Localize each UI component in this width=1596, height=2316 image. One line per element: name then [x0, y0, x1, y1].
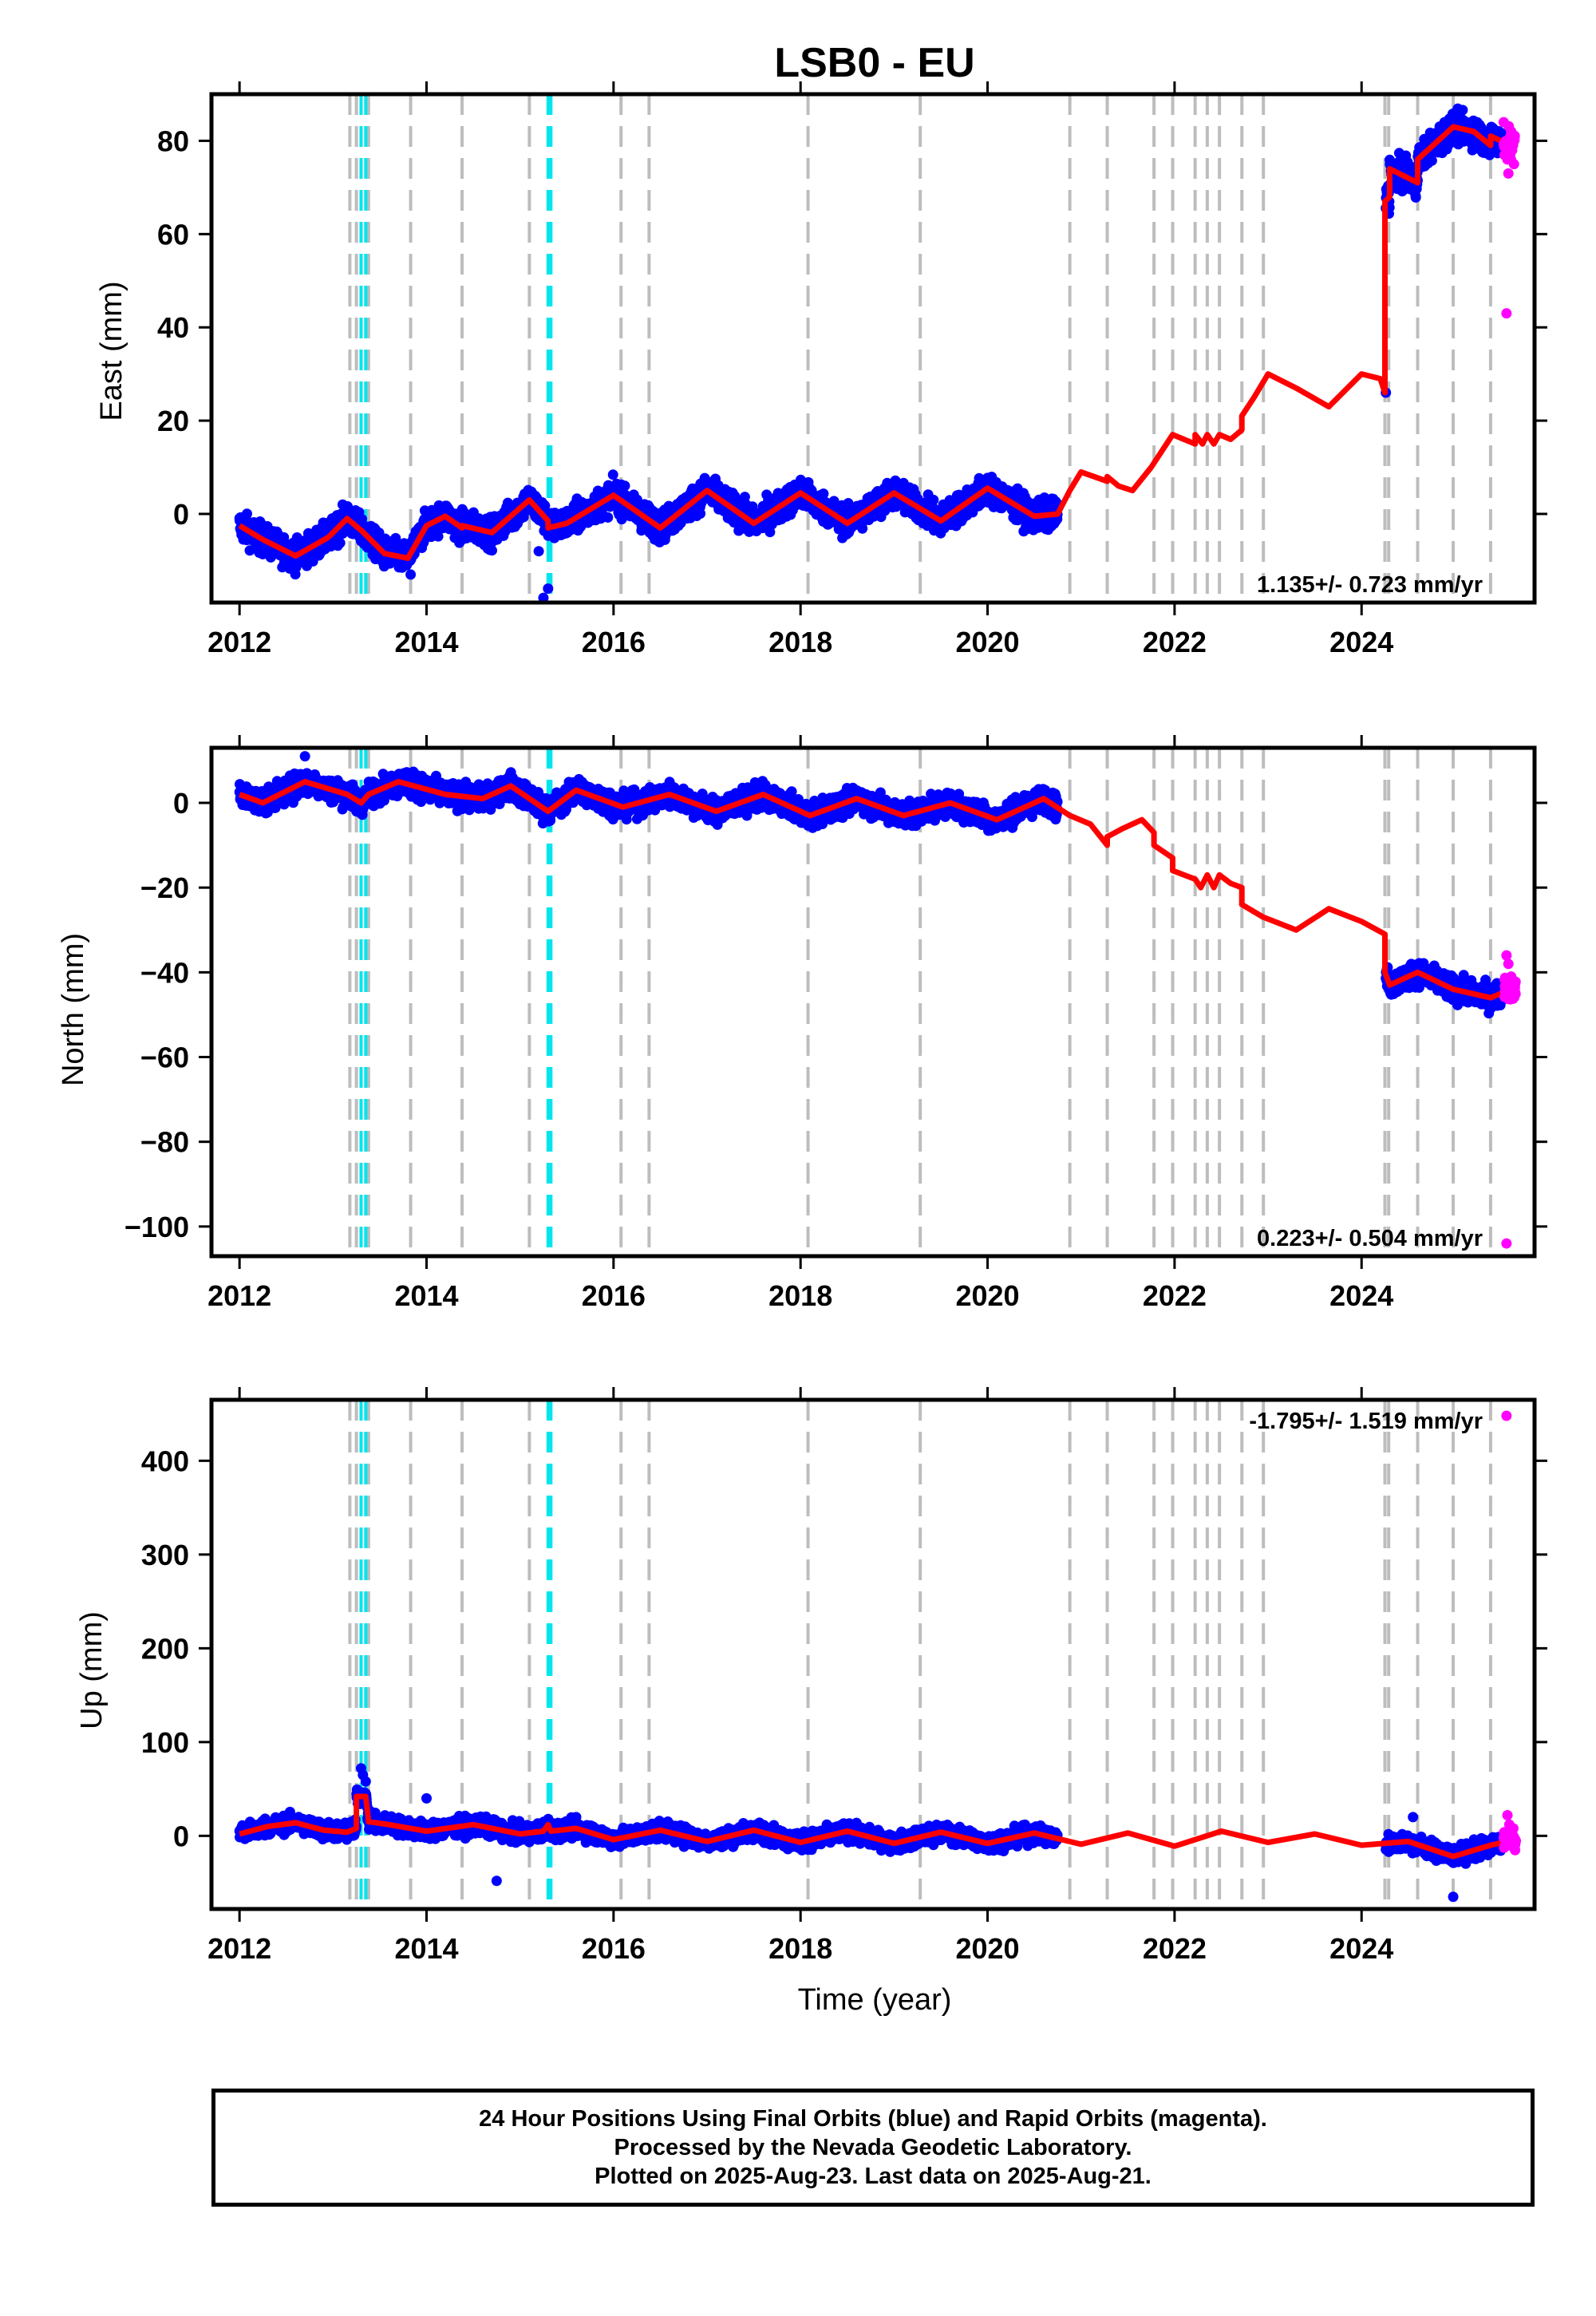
east-data-point	[334, 537, 346, 548]
east-outlier-point	[405, 569, 417, 580]
east-data-point	[818, 488, 829, 500]
east-data-point	[607, 469, 618, 480]
east-data-point	[1426, 155, 1437, 166]
east-y-tick-label: 20	[157, 405, 189, 437]
chart-title: LSB0 - EU	[774, 40, 974, 86]
east-data-point	[739, 492, 750, 503]
east-data-point	[695, 508, 706, 519]
east-x-tick-label: 2014	[394, 626, 458, 658]
east-data-point	[602, 512, 614, 523]
east-x-tick-label: 2018	[768, 626, 832, 658]
east-outlier-point	[533, 546, 544, 557]
east-rapid-point	[1506, 126, 1517, 137]
east-rate-label: 1.135+/- 0.723 mm/yr	[1257, 572, 1483, 598]
east-rapid-orbit-points	[1498, 117, 1520, 319]
east-data-point	[1410, 192, 1421, 203]
north-panel: 2012 2014 2016 2018 2020 2022 20240−20−40−60−8…	[57, 735, 1547, 1312]
east-rapid-point	[1507, 140, 1518, 151]
east-data-point	[433, 531, 444, 542]
east-ylabel: East (mm)	[95, 281, 128, 421]
east-y-tick-label: 40	[157, 311, 189, 344]
east-frame	[209, 92, 1537, 605]
east-data-point	[928, 494, 939, 505]
east-y-tick-label: 80	[157, 124, 189, 157]
east-outlier-point	[543, 583, 554, 594]
north-plot-area: 2012 2014 2016 2018 2020 2022 20240−20−40−60−8…	[124, 735, 1547, 1312]
east-y-tick-label: 60	[157, 218, 189, 251]
east-data-point	[242, 508, 252, 520]
east-rapid-point	[1508, 159, 1519, 170]
north-plot-clip-group	[234, 748, 1521, 1256]
east-x-tick-label: 2024	[1329, 626, 1393, 658]
east-panel: 2012 2014 2016 2018 2020 2022 2024 0 20 40 60 80 Ea…	[95, 81, 1547, 658]
east-x-tick-label: 2012	[207, 626, 271, 658]
east-model-line	[238, 124, 1513, 561]
east-data-point	[539, 500, 551, 512]
east-data-point	[1457, 105, 1468, 116]
east-x-tick-label: 2020	[955, 626, 1019, 658]
east-rapid-point	[1498, 117, 1509, 128]
east-x-tick-label: 2022	[1143, 626, 1207, 658]
east-rapid-point	[1503, 168, 1514, 179]
east-plot-clip-group	[234, 94, 1520, 603]
east-data-point	[619, 480, 630, 492]
east-data-point	[487, 545, 497, 556]
east-x-tick-label: 2016	[582, 626, 646, 658]
east-plot-area: 2012 2014 2016 2018 2020 2022 2024 0 20 40 60 80	[157, 81, 1547, 658]
east-y-tick-label: 0	[173, 498, 189, 531]
east-rapid-point	[1501, 308, 1512, 319]
east-outlier-point	[538, 592, 549, 603]
east-data-point	[857, 523, 868, 534]
